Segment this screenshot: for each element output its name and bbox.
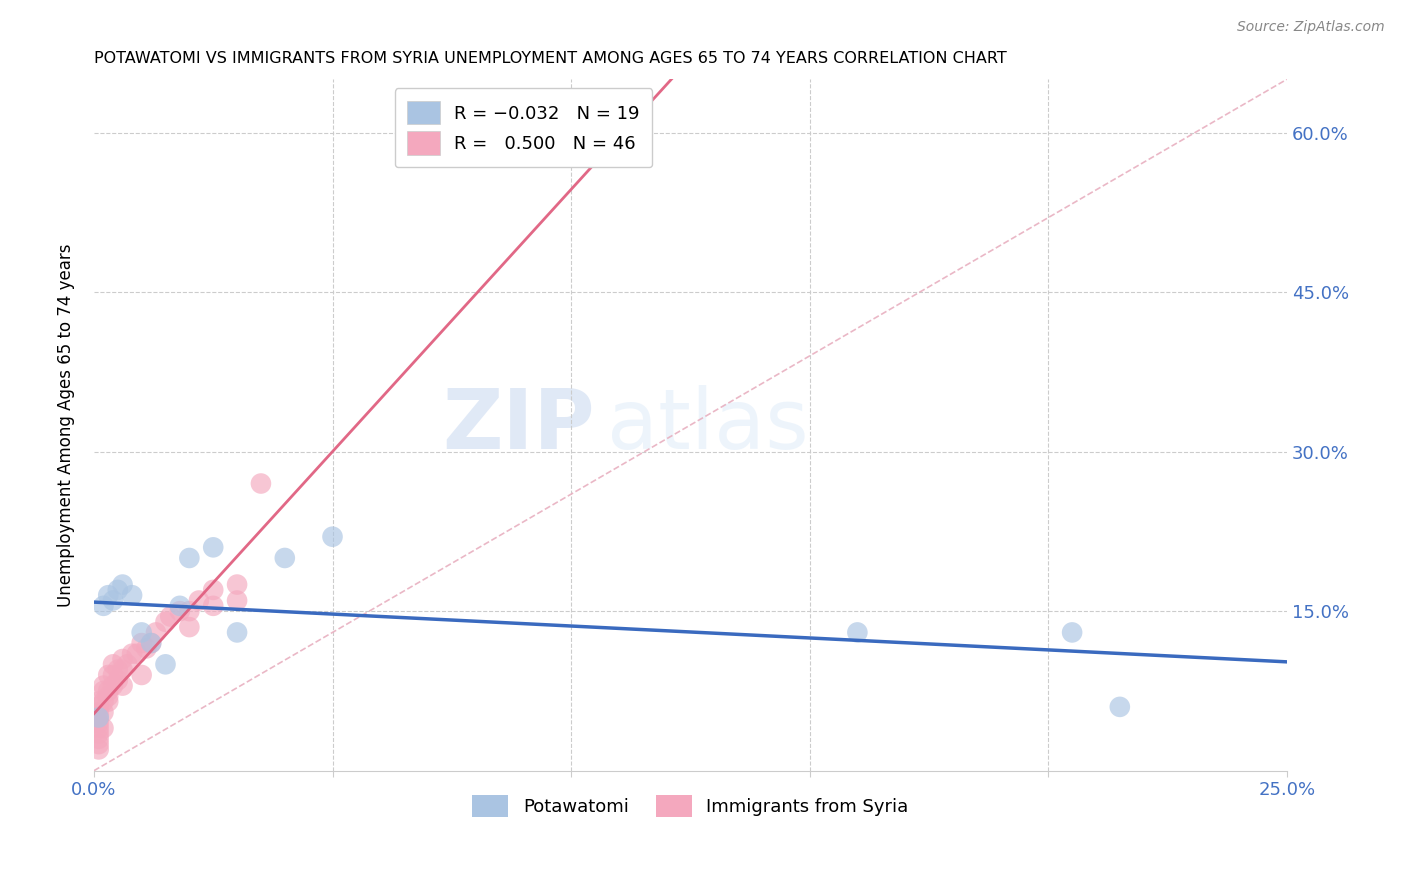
Point	[101, 593, 124, 607]
Point	[101, 679, 124, 693]
Point	[1108, 699, 1130, 714]
Text: ZIP: ZIP	[443, 384, 595, 466]
Point	[145, 625, 167, 640]
Point	[97, 668, 120, 682]
Point	[846, 625, 869, 640]
Point	[250, 476, 273, 491]
Point	[87, 705, 110, 719]
Point	[93, 721, 115, 735]
Point	[131, 668, 153, 682]
Point	[1062, 625, 1084, 640]
Point	[97, 694, 120, 708]
Text: Source: ZipAtlas.com: Source: ZipAtlas.com	[1237, 20, 1385, 34]
Point	[202, 599, 225, 613]
Point	[226, 625, 249, 640]
Point	[125, 647, 148, 661]
Point	[111, 663, 134, 677]
Point	[131, 636, 153, 650]
Point	[87, 737, 110, 751]
Point	[155, 657, 177, 672]
Point	[274, 551, 297, 566]
Point	[321, 530, 343, 544]
Point	[187, 593, 209, 607]
Point	[87, 742, 110, 756]
Point	[226, 593, 249, 607]
Point	[93, 679, 115, 693]
Y-axis label: Unemployment Among Ages 65 to 74 years: Unemployment Among Ages 65 to 74 years	[58, 244, 75, 607]
Point	[107, 663, 129, 677]
Point	[121, 647, 143, 661]
Point	[93, 599, 115, 613]
Point	[179, 604, 201, 618]
Point	[97, 690, 120, 704]
Point	[87, 710, 110, 724]
Point	[97, 684, 120, 698]
Point	[87, 721, 110, 735]
Point	[169, 604, 191, 618]
Point	[141, 636, 163, 650]
Text: POTAWATOMI VS IMMIGRANTS FROM SYRIA UNEMPLOYMENT AMONG AGES 65 TO 74 YEARS CORRE: POTAWATOMI VS IMMIGRANTS FROM SYRIA UNEM…	[94, 51, 1007, 66]
Point	[93, 694, 115, 708]
Point	[141, 636, 163, 650]
Point	[111, 652, 134, 666]
Point	[87, 710, 110, 724]
Point	[101, 668, 124, 682]
Point	[179, 620, 201, 634]
Point	[121, 588, 143, 602]
Point	[226, 577, 249, 591]
Point	[87, 715, 110, 730]
Point	[159, 609, 181, 624]
Point	[93, 684, 115, 698]
Point	[202, 541, 225, 555]
Point	[131, 625, 153, 640]
Text: atlas: atlas	[607, 384, 808, 466]
Point	[87, 731, 110, 746]
Point	[87, 726, 110, 740]
Point	[135, 641, 157, 656]
Point	[169, 599, 191, 613]
Point	[117, 657, 139, 672]
Point	[111, 577, 134, 591]
Point	[87, 699, 110, 714]
Point	[155, 615, 177, 629]
Point	[179, 551, 201, 566]
Point	[97, 588, 120, 602]
Point	[107, 582, 129, 597]
Point	[107, 673, 129, 688]
Point	[202, 582, 225, 597]
Point	[87, 694, 110, 708]
Point	[93, 705, 115, 719]
Point	[101, 657, 124, 672]
Point	[111, 679, 134, 693]
Legend: Potawatomi, Immigrants from Syria: Potawatomi, Immigrants from Syria	[465, 788, 915, 824]
